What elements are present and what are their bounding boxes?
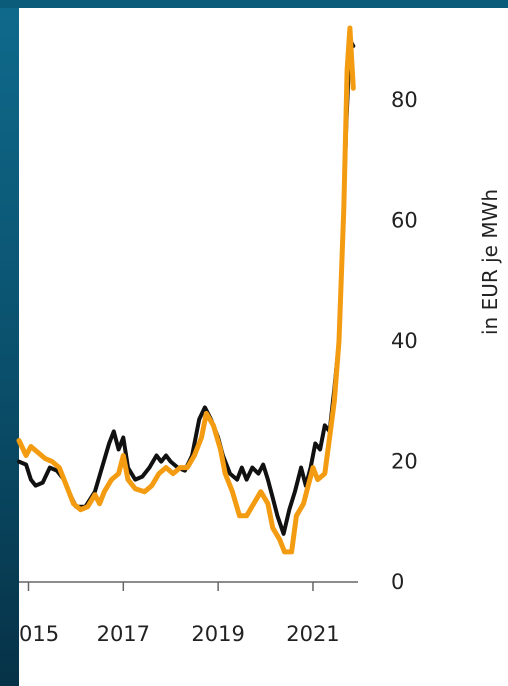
x-tick-label: 2021 xyxy=(286,622,339,646)
y-tick-label: 0 xyxy=(391,570,404,594)
y-axis-ticks: 0 20 40 60 80 xyxy=(391,88,418,594)
y-axis-title: in EUR je MWh xyxy=(478,189,502,335)
series-layer xyxy=(16,25,356,555)
chart-panel xyxy=(19,8,508,686)
x-tick-label: 2019 xyxy=(191,622,244,646)
frame-top-strip xyxy=(0,0,508,8)
series-line-black xyxy=(17,38,356,536)
y-tick-label: 40 xyxy=(391,329,418,353)
x-axis: 015 2017 2019 2021 xyxy=(19,581,358,646)
y-tick-label: 80 xyxy=(391,88,418,112)
y-tick-label: 20 xyxy=(391,450,418,474)
x-tick-label: 2017 xyxy=(97,622,150,646)
series-line-orange xyxy=(16,25,356,555)
y-tick-label: 60 xyxy=(391,209,418,233)
x-tick-label: 015 xyxy=(19,622,59,646)
